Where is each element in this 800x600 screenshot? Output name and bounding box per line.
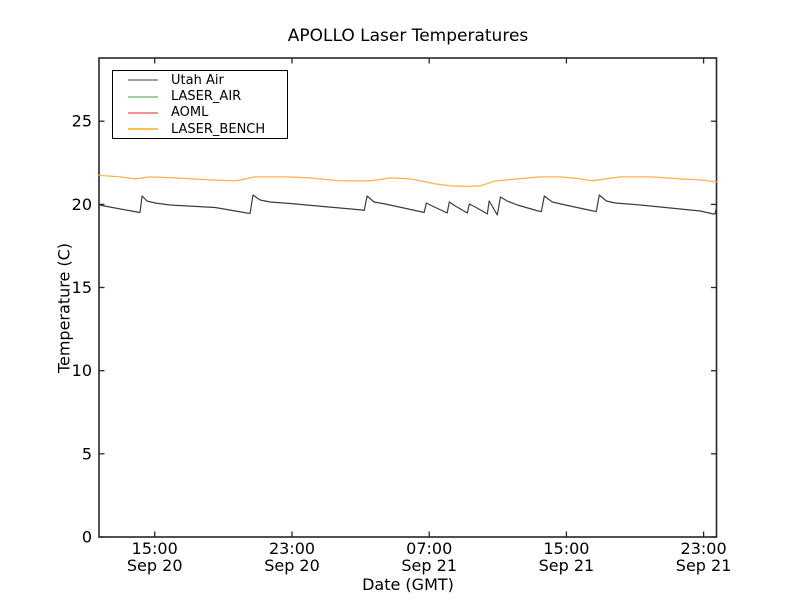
- plot-frame: [98, 57, 718, 538]
- x-tick-label-time: 23:00: [681, 539, 727, 558]
- legend-line-swatch: [128, 79, 158, 82]
- legend-label: Utah Air: [171, 72, 224, 88]
- x-tick-label-time: 15:00: [132, 539, 178, 558]
- y-tick-label: 5: [82, 444, 92, 463]
- x-tick-label-time: 07:00: [406, 539, 452, 558]
- y-tick-label: 25: [72, 112, 92, 131]
- y-axis-label: Temperature (C): [54, 242, 74, 374]
- x-tick-label-time: 23:00: [269, 539, 315, 558]
- legend-item: Utah Air: [113, 72, 287, 88]
- x-tick-label-date: Sep 21: [401, 556, 457, 575]
- x-tick-label-date: Sep 21: [676, 556, 732, 575]
- legend-label: LASER_AIR: [171, 89, 242, 105]
- legend-line-swatch: [128, 95, 158, 98]
- x-tick-label-date: Sep 21: [539, 556, 595, 575]
- x-tick-label-time: 15:00: [543, 539, 589, 558]
- legend-line-swatch: [128, 111, 158, 114]
- y-tick-label: 0: [82, 528, 92, 547]
- x-tick-label-date: Sep 20: [264, 556, 320, 575]
- legend: Utah Air LASER_AIR AOML LASER_BENCH: [112, 70, 288, 139]
- legend-line-swatch: [128, 128, 158, 131]
- y-tick-label: 10: [72, 361, 92, 380]
- series-laser-bench: [98, 174, 718, 187]
- y-tick-label: 20: [72, 195, 92, 214]
- legend-label: AOML: [171, 105, 209, 121]
- legend-label: LASER_BENCH: [171, 121, 266, 137]
- legend-item: LASER_BENCH: [113, 121, 287, 137]
- x-tick-label-date: Sep 20: [127, 556, 183, 575]
- series-utah-air: [98, 194, 718, 216]
- chart-title: APOLLO Laser Temperatures: [287, 26, 529, 46]
- x-axis-label: Date (GMT): [362, 575, 454, 594]
- y-tick-label: 15: [72, 278, 92, 297]
- legend-item: AOML: [113, 105, 287, 121]
- legend-item: LASER_AIR: [113, 88, 287, 104]
